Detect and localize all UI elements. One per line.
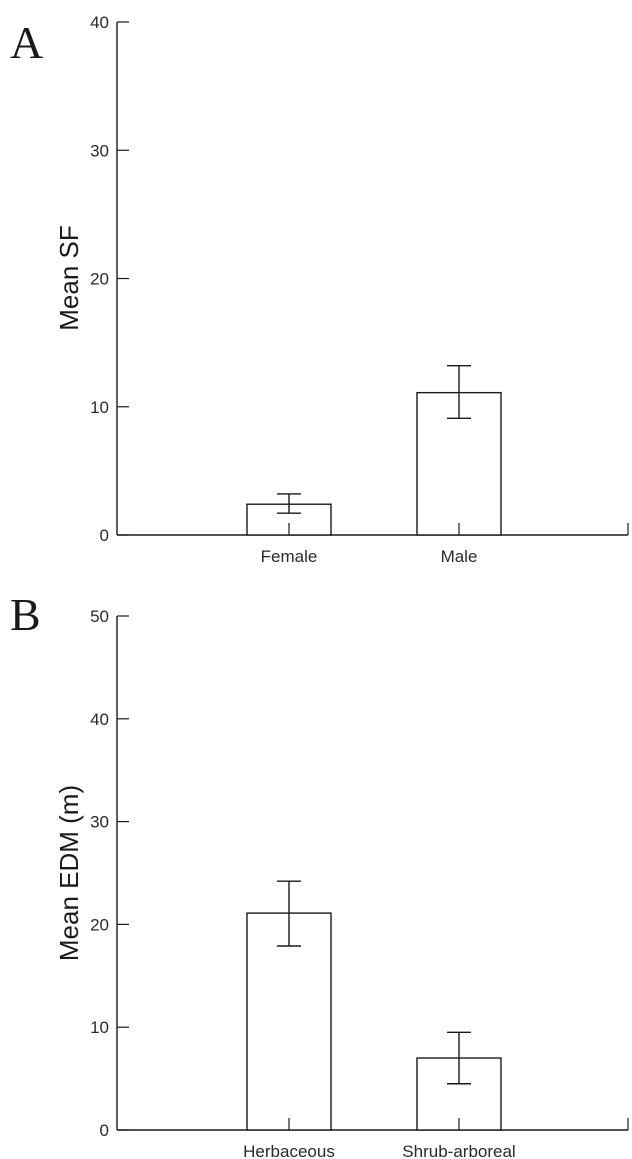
panel-letter-b: B (10, 589, 41, 640)
y-tick-label: 10 (90, 1018, 109, 1037)
y-axis-title-a: Mean SF (54, 225, 84, 331)
y-tick-label: 50 (90, 607, 109, 626)
y-tick-label: 40 (90, 710, 109, 729)
x-category-label: Shrub-arboreal (402, 1142, 515, 1159)
y-tick-label: 30 (90, 141, 109, 160)
y-tick-label: 0 (100, 1121, 109, 1140)
panel-a: A Mean SF 0 10 20 30 40 Female Male (10, 13, 629, 566)
y-axis-title-b: Mean EDM (m) (54, 785, 84, 961)
panel-b: B Mean EDM (m) 0 10 20 30 40 50 Herbaceous Shru… (10, 589, 629, 1159)
panel-letter-a: A (10, 17, 43, 68)
x-category-label: Herbaceous (243, 1142, 335, 1159)
y-tick-label: 0 (100, 526, 109, 545)
y-tick-label: 20 (90, 270, 109, 289)
y-tick-label: 10 (90, 398, 109, 417)
y-tick-label: 40 (90, 13, 109, 32)
y-tick-label: 30 (90, 813, 109, 832)
plot-area-a: 0 10 20 30 40 Female Male (90, 13, 629, 566)
x-category-label: Male (441, 547, 478, 566)
y-tick-label: 20 (90, 915, 109, 934)
x-category-label: Female (261, 547, 318, 566)
plot-area-b: 0 10 20 30 40 50 Herbaceous Shrub-arboreal (90, 607, 629, 1159)
